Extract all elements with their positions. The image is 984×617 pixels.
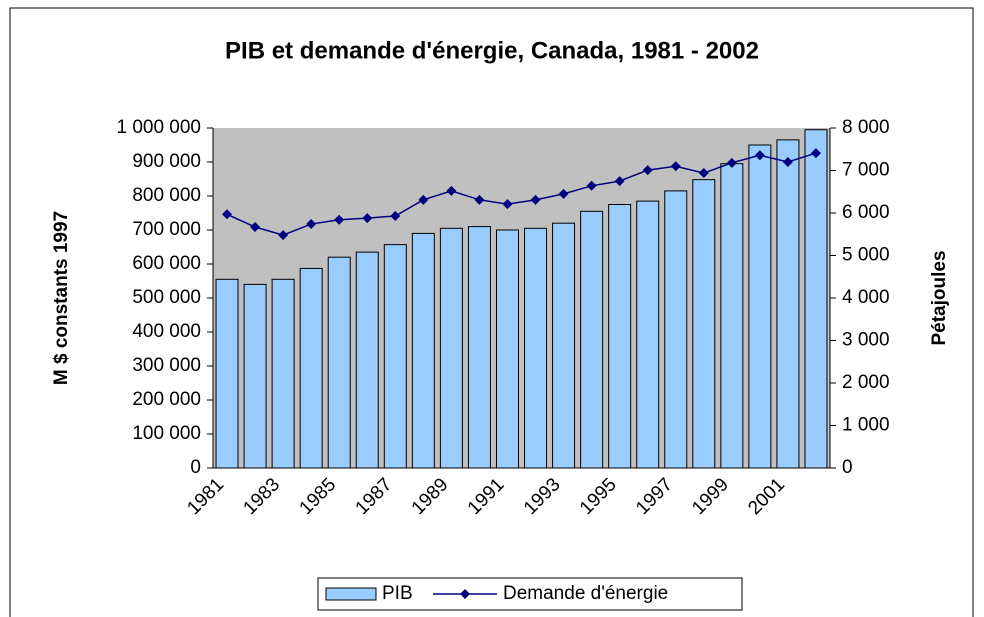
bar: [552, 222, 576, 469]
bar: [243, 283, 267, 469]
legend-label: PIB: [382, 583, 413, 604]
marker: [222, 209, 233, 220]
marker: [670, 161, 681, 172]
y2-tick-label: 1 000: [842, 415, 890, 436]
y-tick-label: 800 000: [132, 185, 201, 206]
bar: [299, 267, 323, 469]
y2-tick-label: 2 000: [842, 372, 890, 393]
marker: [418, 194, 429, 205]
bar: [467, 226, 491, 469]
bar: [327, 256, 351, 469]
bar: [383, 244, 407, 469]
y2-axis-title: Pétajoules: [929, 250, 950, 345]
y2-tick-label: 0: [842, 457, 853, 478]
y2-tick-label: 5 000: [842, 245, 890, 266]
bar: [692, 179, 716, 469]
marker: [502, 199, 513, 210]
marker: [642, 165, 653, 176]
marker: [586, 180, 597, 191]
marker: [306, 219, 317, 230]
bar: [439, 227, 463, 469]
marker: [726, 157, 737, 168]
y-tick-label: 1 000 000: [116, 117, 201, 138]
bar: [215, 278, 239, 469]
legend-swatch: [325, 587, 377, 601]
legend-marker: [460, 589, 470, 599]
y2-tick-label: 6 000: [842, 202, 890, 223]
marker: [474, 194, 485, 205]
y-tick-label: 400 000: [132, 321, 201, 342]
bar: [355, 251, 379, 469]
marker: [754, 150, 765, 161]
bar: [776, 139, 800, 469]
bar: [664, 190, 688, 469]
bar: [636, 200, 660, 469]
bar: [580, 210, 604, 469]
marker: [810, 148, 821, 159]
legend-label: Demande d'énergie: [503, 583, 668, 604]
bar: [411, 232, 435, 469]
chart-title: PIB et demande d'énergie, Canada, 1981 -…: [225, 37, 759, 64]
y2-tick-label: 3 000: [842, 330, 890, 351]
marker: [390, 210, 401, 221]
marker: [782, 157, 793, 167]
marker: [278, 230, 289, 241]
bar: [720, 163, 744, 469]
y-tick-label: 300 000: [132, 355, 201, 376]
marker: [334, 214, 345, 225]
bar: [495, 229, 519, 469]
y-tick-label: 200 000: [132, 389, 201, 410]
bar: [271, 278, 295, 469]
marker: [698, 168, 709, 179]
marker: [362, 213, 373, 224]
marker: [558, 188, 569, 199]
y-tick-label: 900 000: [132, 151, 201, 172]
bar: [748, 144, 772, 469]
y-tick-label: 100 000: [132, 423, 201, 444]
y2-tick-label: 7 000: [842, 160, 890, 181]
marker: [614, 176, 625, 187]
bar: [524, 227, 548, 469]
marker: [530, 194, 541, 205]
y2-tick-label: 4 000: [842, 287, 890, 308]
y-tick-label: 700 000: [132, 219, 201, 240]
legend-box: [317, 577, 743, 611]
marker: [446, 185, 457, 196]
y-tick-label: 500 000: [132, 287, 201, 308]
y-tick-label: 600 000: [132, 253, 201, 274]
y-tick-label: 0: [190, 457, 201, 478]
y-axis-title: M $ constants 1997: [51, 211, 72, 385]
marker: [250, 222, 261, 233]
line: [226, 152, 817, 236]
y2-tick-label: 8 000: [842, 117, 890, 138]
bar: [608, 204, 632, 469]
bar: [804, 129, 828, 469]
